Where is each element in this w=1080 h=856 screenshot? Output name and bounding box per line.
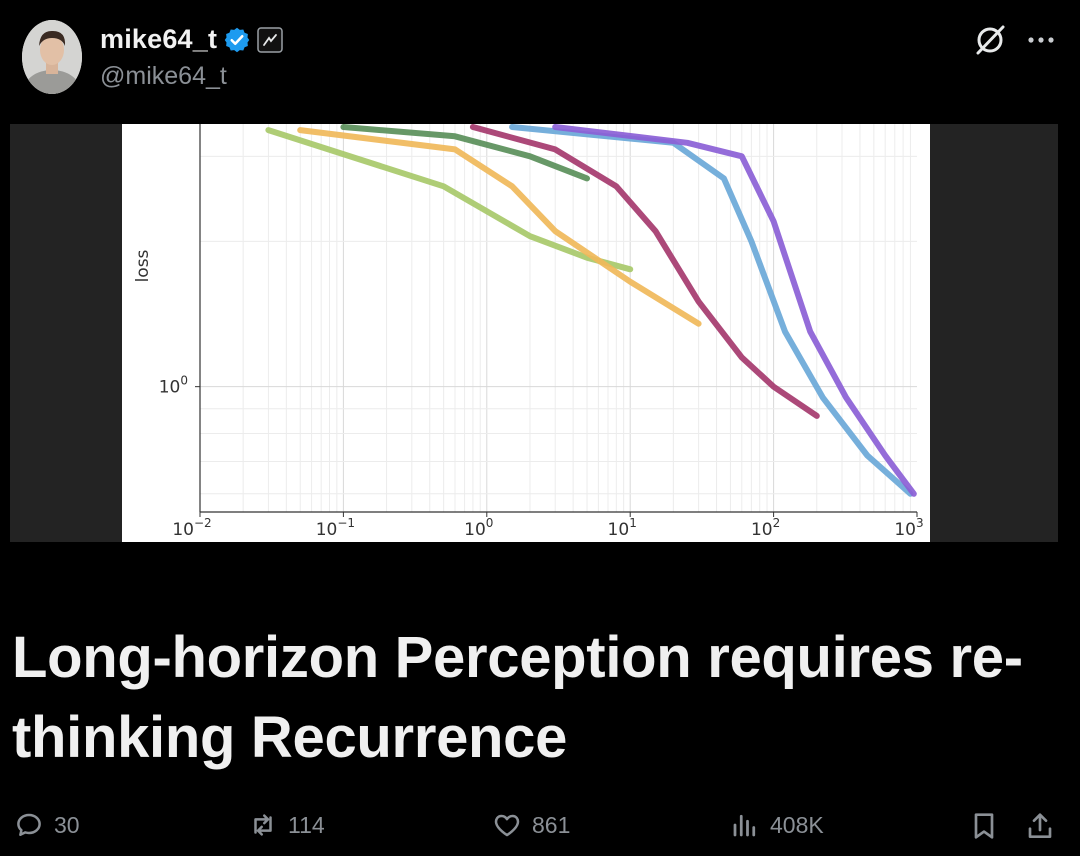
- y-tick-label: 100: [159, 374, 188, 398]
- reply-icon: [17, 813, 41, 836]
- x-tick-label: 101: [608, 516, 637, 540]
- x-tick-label: 100: [464, 516, 493, 540]
- repost-icon: [254, 814, 272, 836]
- verified-badge-icon[interactable]: [223, 26, 251, 54]
- series-line-4: [469, 124, 820, 419]
- x-tick-label: 102: [751, 516, 780, 540]
- view-count: 408K: [770, 811, 824, 838]
- share-icon[interactable]: [1024, 810, 1056, 842]
- post-header: mike64_t @mike64_t: [0, 0, 1080, 110]
- reply-count: 30: [54, 811, 80, 838]
- display-name[interactable]: mike64_t: [100, 24, 218, 54]
- post-title: Long-horizon Perception requires re-thin…: [12, 625, 1023, 770]
- bookmark-icon[interactable]: [968, 810, 1000, 842]
- series-line-3: [340, 124, 590, 182]
- action-bar: 30 114 861 408K: [0, 800, 1080, 856]
- heart-icon: [494, 814, 520, 837]
- more-icon[interactable]: [1022, 22, 1058, 58]
- reply-button[interactable]: 30: [14, 810, 80, 840]
- views-button[interactable]: 408K: [730, 810, 824, 840]
- avatar[interactable]: [22, 20, 82, 94]
- repost-button[interactable]: 114: [248, 810, 325, 840]
- like-count: 861: [532, 811, 571, 838]
- x-tick-label: 10−1: [316, 516, 355, 540]
- x-tick-label: 103: [894, 516, 923, 540]
- repost-count: 114: [288, 811, 325, 838]
- chart-svg: 10−2 10−1 100 101 102 103 100 loss: [133, 124, 924, 540]
- like-button[interactable]: 861: [492, 810, 570, 840]
- affiliate-badge-icon[interactable]: [257, 26, 283, 53]
- series-line-2: [297, 127, 702, 327]
- loss-chart[interactable]: 10−2 10−1 100 101 102 103 100 loss: [122, 124, 930, 542]
- series-line-5: [509, 124, 914, 497]
- y-axis-label: loss: [133, 249, 153, 282]
- x-tick-label: 10−2: [172, 516, 211, 540]
- handle[interactable]: @mike64_t: [100, 62, 227, 90]
- series-line-6: [552, 124, 917, 497]
- grok-icon[interactable]: [972, 22, 1008, 58]
- analytics-icon: [733, 814, 756, 837]
